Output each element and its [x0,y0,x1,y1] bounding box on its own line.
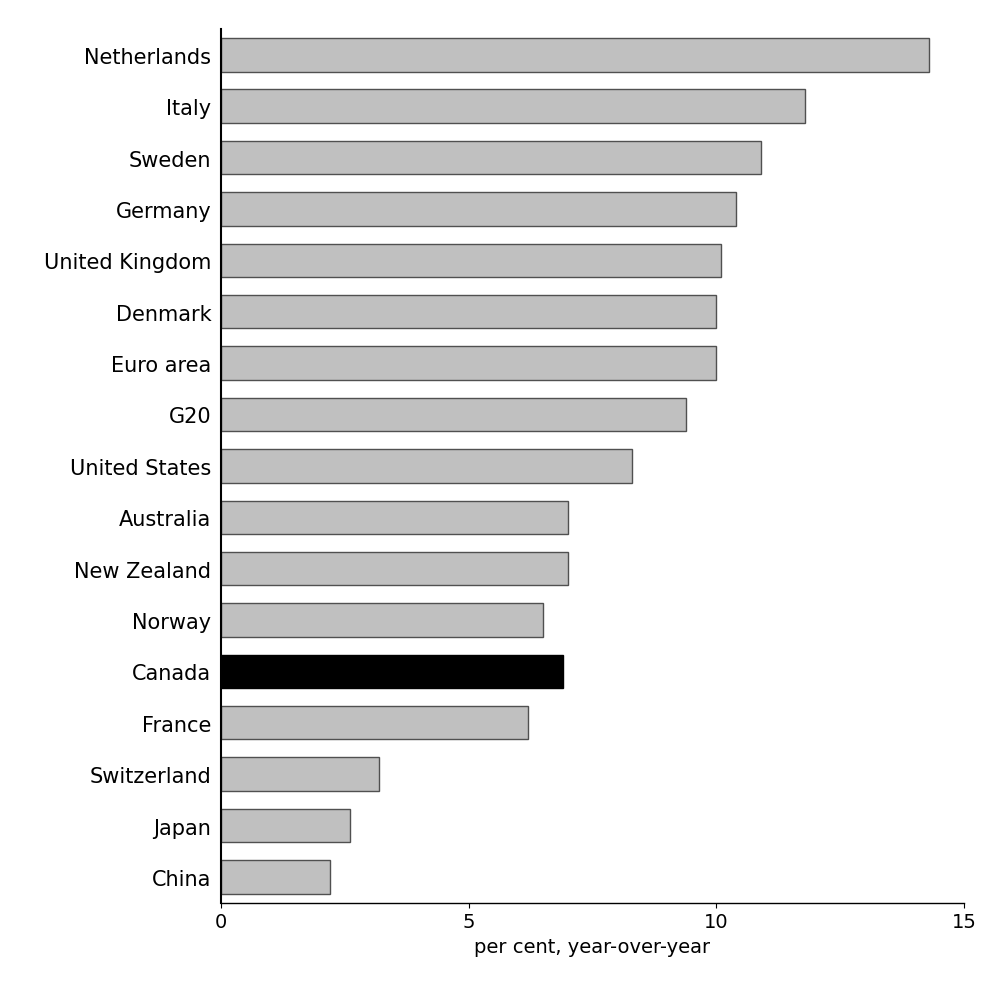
Bar [221,90,804,123]
Bar [221,245,720,278]
X-axis label: per cent, year-over-year: per cent, year-over-year [473,937,710,956]
Bar [221,141,760,176]
Bar [221,193,735,227]
Bar [221,706,528,740]
Bar [221,809,349,843]
Bar [221,449,631,483]
Bar [221,502,567,535]
Bar [221,398,686,431]
Bar [221,604,543,637]
Bar [221,553,567,586]
Bar [221,296,715,329]
Bar [221,757,379,791]
Bar [221,861,330,894]
Bar [221,39,928,72]
Bar [221,347,715,380]
Bar [221,655,562,688]
